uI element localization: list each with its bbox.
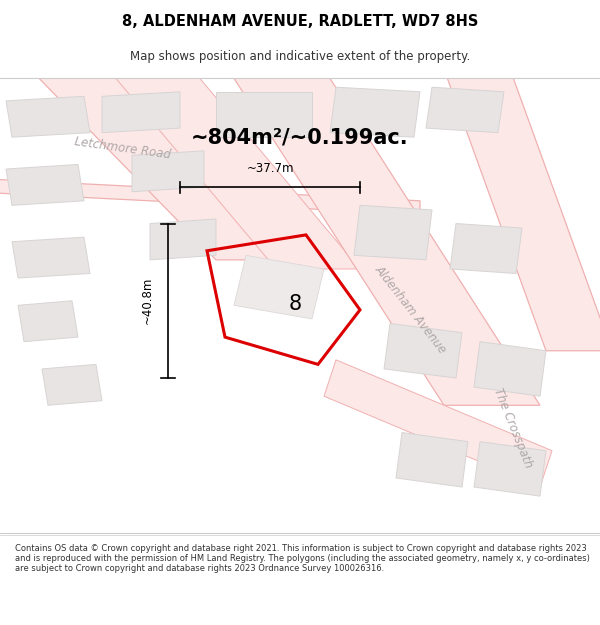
Polygon shape — [234, 256, 324, 319]
Polygon shape — [450, 224, 522, 274]
Polygon shape — [330, 88, 420, 138]
Polygon shape — [354, 206, 432, 260]
Polygon shape — [474, 442, 546, 496]
Text: Map shows position and indicative extent of the property.: Map shows position and indicative extent… — [130, 50, 470, 62]
Polygon shape — [30, 69, 312, 260]
Polygon shape — [12, 237, 90, 278]
Polygon shape — [150, 219, 216, 260]
Text: ~804m²/~0.199ac.: ~804m²/~0.199ac. — [191, 127, 409, 148]
Polygon shape — [6, 96, 90, 138]
Polygon shape — [444, 69, 600, 351]
Text: Letchmore Road: Letchmore Road — [74, 136, 172, 162]
Polygon shape — [396, 432, 468, 487]
Polygon shape — [216, 92, 312, 138]
Polygon shape — [102, 92, 180, 132]
Text: ~37.7m: ~37.7m — [246, 162, 294, 176]
Polygon shape — [18, 301, 78, 342]
Polygon shape — [426, 88, 504, 132]
Polygon shape — [108, 69, 360, 269]
Text: The Crosspath: The Crosspath — [491, 386, 535, 470]
Text: Contains OS data © Crown copyright and database right 2021. This information is : Contains OS data © Crown copyright and d… — [15, 544, 590, 573]
Polygon shape — [474, 342, 546, 396]
Polygon shape — [228, 69, 540, 405]
Polygon shape — [0, 178, 420, 214]
Text: 8: 8 — [289, 294, 302, 314]
Text: Aldenham Avenue: Aldenham Avenue — [373, 263, 449, 356]
Polygon shape — [132, 151, 204, 192]
Polygon shape — [324, 360, 552, 487]
Text: ~40.8m: ~40.8m — [140, 277, 154, 324]
Polygon shape — [6, 164, 84, 206]
Polygon shape — [42, 364, 102, 405]
Text: 8, ALDENHAM AVENUE, RADLETT, WD7 8HS: 8, ALDENHAM AVENUE, RADLETT, WD7 8HS — [122, 14, 478, 29]
Polygon shape — [384, 324, 462, 378]
